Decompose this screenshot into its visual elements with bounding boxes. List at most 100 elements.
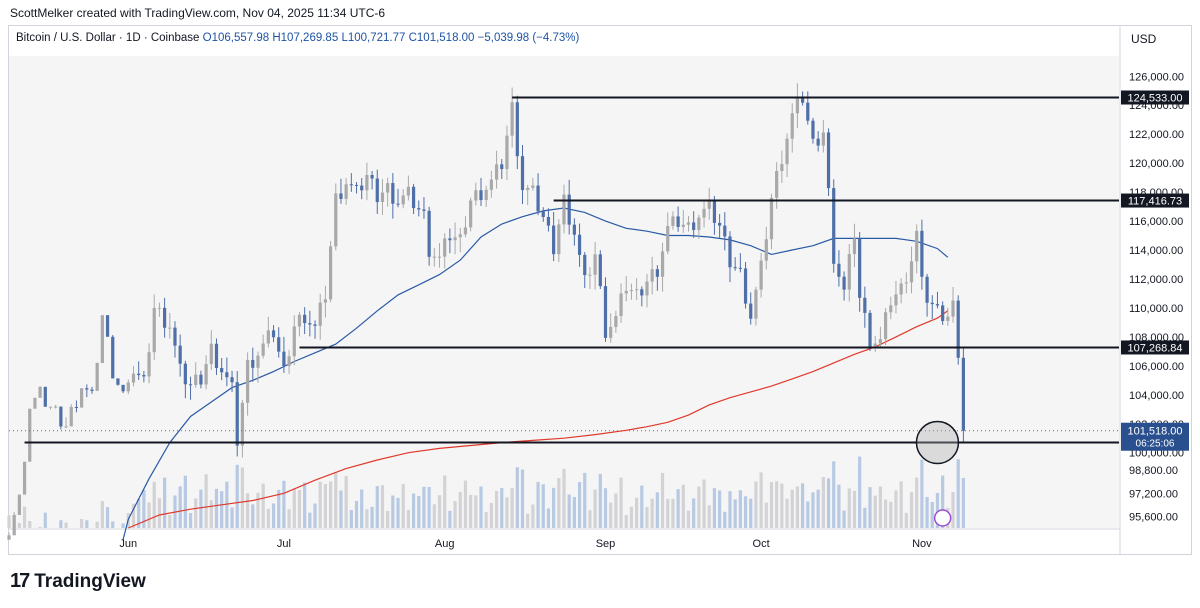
candle-body bbox=[318, 302, 322, 326]
volume-bar bbox=[85, 520, 89, 528]
candle-body bbox=[785, 138, 789, 165]
volume-bar bbox=[463, 480, 468, 528]
volume-bar bbox=[479, 486, 483, 528]
candle-body bbox=[199, 374, 203, 385]
volume-bar bbox=[188, 513, 193, 528]
candle-body bbox=[7, 535, 11, 540]
volume-bar bbox=[899, 481, 903, 528]
candle-body bbox=[209, 343, 213, 365]
candle-body bbox=[686, 222, 691, 225]
current-price-label: 101,518.00 bbox=[1127, 426, 1182, 438]
volume-bar bbox=[484, 512, 488, 528]
volume-bar bbox=[557, 478, 561, 528]
volume-bar bbox=[95, 521, 99, 528]
candle-body bbox=[728, 236, 732, 268]
price-tick-label: 112,000.00 bbox=[1129, 274, 1183, 286]
volume-bar bbox=[38, 526, 42, 528]
time-axis[interactable]: Jun Jul Aug Sep Oct Nov bbox=[119, 538, 932, 550]
price-axis[interactable]: 126,000.00124,000.00122,000.00120,000.00… bbox=[1129, 71, 1184, 523]
volume-bar bbox=[261, 483, 265, 528]
candle-body bbox=[567, 194, 571, 225]
volume-bar bbox=[458, 491, 462, 528]
candle-body bbox=[852, 238, 857, 255]
volume-bar bbox=[505, 497, 509, 528]
volume-bar bbox=[282, 480, 286, 528]
volume-bar bbox=[806, 501, 810, 528]
volume-bar bbox=[614, 493, 618, 528]
volume-bar bbox=[707, 505, 711, 528]
candle-body bbox=[526, 187, 530, 191]
candle-body bbox=[811, 120, 815, 139]
volume-bar bbox=[883, 499, 888, 528]
volume-bar bbox=[303, 482, 307, 528]
candle-body bbox=[717, 222, 722, 226]
volume-bar bbox=[572, 497, 576, 528]
price-tick-label: 97,200.00 bbox=[1129, 488, 1178, 500]
volume-bar bbox=[941, 475, 945, 528]
candle-body bbox=[277, 337, 281, 352]
volume-bar bbox=[541, 484, 545, 528]
candle-body bbox=[204, 364, 208, 385]
candle-body bbox=[354, 184, 359, 186]
candle-body bbox=[220, 368, 224, 373]
volume-bar bbox=[889, 501, 893, 528]
candle-body bbox=[292, 326, 296, 357]
volume-bars bbox=[7, 456, 966, 528]
volume-bar bbox=[401, 484, 405, 528]
volume-bar bbox=[640, 485, 644, 528]
candle-body bbox=[500, 164, 504, 170]
candle-body bbox=[105, 315, 110, 337]
volume-bar bbox=[370, 506, 374, 528]
volume-bar bbox=[59, 520, 63, 528]
volume-bar bbox=[64, 522, 68, 528]
volume-bar bbox=[837, 484, 841, 528]
candle-body bbox=[650, 269, 654, 282]
volume-bar bbox=[178, 486, 182, 528]
volume-bar bbox=[411, 493, 416, 528]
volume-bar bbox=[717, 490, 722, 528]
candle-body bbox=[126, 382, 130, 392]
volume-bar bbox=[686, 510, 691, 528]
time-tick-label: Oct bbox=[753, 538, 770, 550]
volume-bar bbox=[598, 473, 602, 528]
high-value: H107,269.85 bbox=[272, 32, 339, 44]
price-tick-label: 120,000.00 bbox=[1129, 158, 1184, 170]
volume-bar bbox=[795, 486, 800, 528]
volume-bar bbox=[951, 492, 955, 528]
volume-bar bbox=[131, 503, 136, 528]
candle-body bbox=[541, 211, 545, 217]
candle-body bbox=[858, 238, 862, 298]
tradingview-logo: 17 TradingView bbox=[10, 570, 146, 593]
candle-body bbox=[194, 374, 198, 385]
volume-bar bbox=[526, 513, 530, 528]
volume-bar bbox=[759, 472, 763, 528]
candle-body bbox=[365, 174, 369, 191]
candle-body bbox=[474, 190, 478, 201]
candle-body bbox=[640, 289, 644, 296]
symbol-legend[interactable]: Bitcoin / U.S. Dollar · 1D · Coinbase O1… bbox=[16, 32, 579, 44]
volume-bar bbox=[733, 499, 737, 528]
currency-label[interactable]: USD bbox=[1131, 32, 1157, 46]
candle-body bbox=[925, 276, 929, 303]
plot-area[interactable] bbox=[9, 56, 1119, 528]
time-tick-label: Sep bbox=[596, 538, 616, 550]
candle-body bbox=[484, 189, 488, 201]
candle-body bbox=[588, 274, 592, 276]
volume-bar bbox=[209, 500, 213, 528]
candle-body bbox=[609, 326, 613, 338]
candle-body bbox=[572, 224, 576, 235]
candle-body bbox=[74, 406, 79, 408]
candle-body bbox=[95, 363, 99, 391]
candle-body bbox=[883, 312, 888, 340]
price-tick-label: 122,000.00 bbox=[1129, 129, 1184, 141]
volume-bar bbox=[785, 498, 789, 528]
candle-body bbox=[951, 300, 955, 317]
volume-bar bbox=[790, 489, 794, 528]
volume-bar bbox=[152, 481, 156, 528]
candle-body bbox=[406, 186, 411, 196]
volume-bar bbox=[925, 496, 929, 528]
volume-bar bbox=[121, 523, 125, 528]
candle-body bbox=[536, 185, 540, 212]
candle-body bbox=[173, 327, 177, 346]
